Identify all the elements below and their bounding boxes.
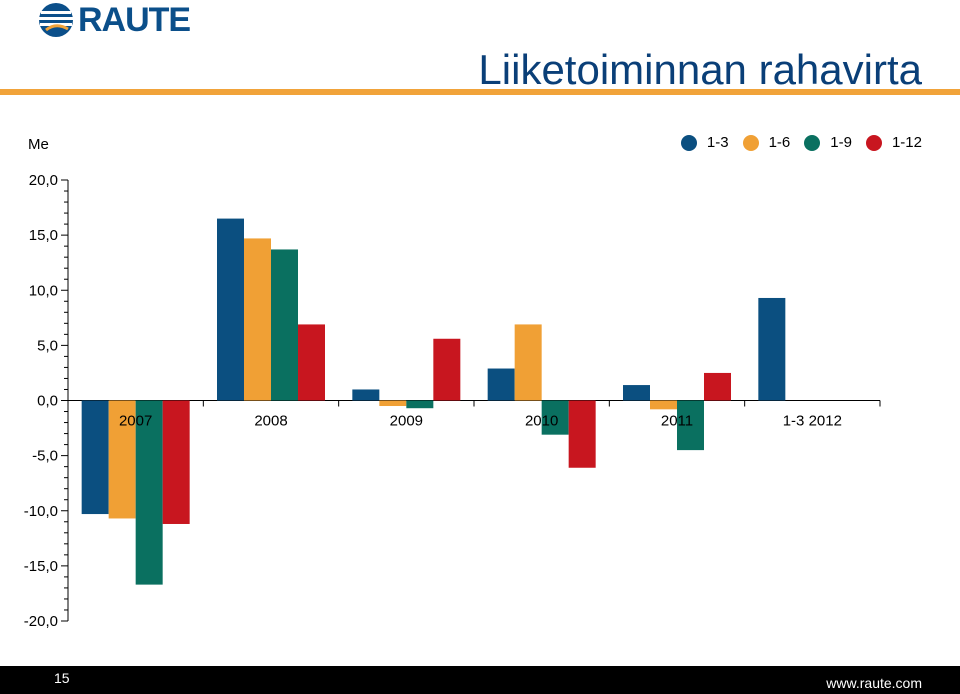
bar <box>433 338 461 401</box>
bar <box>135 400 163 585</box>
raute-logo-icon <box>39 3 73 37</box>
x-tick-label: 2011 <box>661 413 693 430</box>
legend-item: 1-3 <box>680 134 729 151</box>
x-tick-label: 2009 <box>390 413 423 430</box>
bar <box>162 400 190 524</box>
chart-legend: 1-3 1-6 1-9 1-12 <box>667 134 922 151</box>
x-tick-label: 2008 <box>254 413 287 430</box>
legend-label: 1-12 <box>891 134 922 151</box>
legend-item: 1-9 <box>804 134 852 151</box>
legend-item: 1-6 <box>742 134 791 151</box>
x-tick-label: 2010 <box>525 413 558 430</box>
legend-item: 1-12 <box>865 134 922 151</box>
y-tick-label: -10,0 <box>24 503 58 520</box>
x-tick-label: 1-3 2012 <box>783 413 842 430</box>
bar <box>568 400 596 468</box>
y-tick-label: 0,0 <box>37 393 58 410</box>
page-number: 15 <box>54 670 70 686</box>
bar <box>541 400 569 435</box>
slide-title: Liiketoiminnan rahavirta <box>478 46 922 93</box>
title-divider <box>0 89 960 95</box>
y-tick-label: -20,0 <box>24 613 58 630</box>
bar <box>758 297 786 401</box>
legend-swatch <box>680 134 697 151</box>
y-tick-label: 20,0 <box>29 172 58 189</box>
bar <box>217 218 244 401</box>
legend-swatch <box>742 134 759 151</box>
footer-bar: 15 www.raute.com <box>0 666 960 694</box>
bar <box>650 400 677 410</box>
legend-label: 1-9 <box>830 134 852 151</box>
bar <box>108 400 136 519</box>
legend-label: 1-6 <box>768 134 791 151</box>
x-tick-label: 2007 <box>119 413 152 430</box>
bar <box>379 400 407 407</box>
bar <box>623 385 650 401</box>
bar <box>271 249 298 401</box>
legend-label: 1-3 <box>706 134 729 151</box>
y-tick-label: 5,0 <box>37 337 58 354</box>
y-tick-label: -5,0 <box>32 448 58 465</box>
bar <box>514 324 542 401</box>
bar <box>298 324 325 401</box>
y-tick-label: 10,0 <box>29 282 58 299</box>
bar <box>704 372 731 401</box>
logo-text: RAUTE <box>78 1 191 39</box>
legend-swatch <box>865 134 882 151</box>
y-tick-label: -15,0 <box>24 558 58 575</box>
bar <box>487 368 515 401</box>
footer-url: www.raute.com <box>826 675 922 691</box>
bar <box>244 238 271 401</box>
bar <box>352 389 380 401</box>
bar-chart: 20,0 15,0 10,0 5,0 0,0 -5,0 -10,0 -15,0 -20,0 200… <box>24 172 881 630</box>
y-axis-unit: Me <box>28 136 49 153</box>
bar <box>677 400 704 451</box>
y-tick-label: 15,0 <box>29 227 58 244</box>
bar <box>81 400 109 515</box>
legend-swatch <box>804 134 821 151</box>
bar <box>406 400 434 409</box>
raute-logo: RAUTE <box>38 1 191 39</box>
